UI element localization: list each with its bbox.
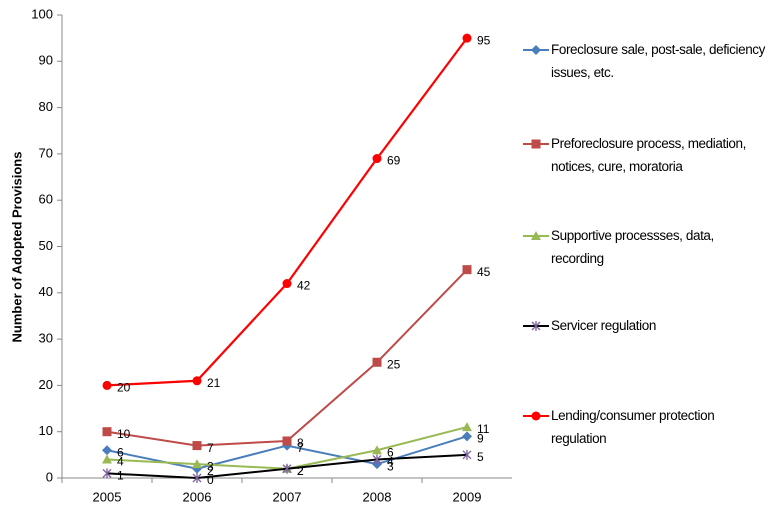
marker — [531, 139, 541, 149]
y-tick-label: 70 — [39, 145, 53, 160]
y-tick-label: 30 — [39, 331, 53, 346]
data-label: 7 — [297, 441, 304, 455]
legend-swatch — [523, 45, 549, 55]
legend-entry: Servicer regulation — [523, 314, 768, 337]
legend-swatch — [523, 231, 549, 240]
legend-entry: Preforeclosure process, mediation, notic… — [523, 132, 768, 178]
data-label: 4 — [117, 455, 124, 469]
y-tick-label: 100 — [31, 6, 53, 21]
data-label: 45 — [477, 265, 491, 279]
data-label: 5 — [477, 450, 484, 464]
y-tick-label: 60 — [39, 192, 53, 207]
marker — [282, 279, 292, 289]
legend-label: Lending/consumer protection regulation — [551, 408, 715, 446]
x-tick-label: 2008 — [363, 489, 392, 504]
marker — [462, 33, 472, 43]
legend-label: Servicer regulation — [551, 318, 656, 333]
legend-swatch — [523, 411, 549, 421]
y-tick-label: 90 — [39, 53, 53, 68]
x-tick-label: 2007 — [273, 489, 302, 504]
x-tick-label: 2005 — [93, 489, 122, 504]
legend-label: Preforeclosure process, mediation, notic… — [551, 136, 746, 174]
marker — [372, 357, 382, 367]
data-label: 25 — [387, 357, 401, 371]
data-label: 69 — [387, 154, 401, 168]
legend-entry: Foreclosure sale, post-sale, deficiency … — [523, 38, 768, 84]
data-label: 7 — [207, 441, 214, 455]
data-label: 10 — [117, 427, 131, 441]
y-tick-label: 20 — [39, 377, 53, 392]
x-tick-label: 2006 — [183, 489, 212, 504]
marker — [372, 154, 382, 164]
marker — [462, 449, 472, 460]
marker — [102, 454, 112, 464]
data-label: 4 — [387, 455, 394, 469]
marker — [531, 411, 541, 421]
data-label: 3 — [387, 459, 394, 473]
marker — [372, 445, 382, 455]
marker — [192, 459, 202, 469]
y-tick-label: 0 — [46, 469, 53, 484]
legend-entry: Supportive processses, data, recording — [523, 224, 768, 270]
y-tick-label: 10 — [39, 423, 53, 438]
marker — [102, 445, 112, 456]
data-label: 8 — [297, 436, 304, 450]
data-label: 6 — [117, 445, 124, 459]
legend-swatch — [523, 139, 549, 149]
marker — [192, 441, 202, 451]
data-label: 2 — [297, 464, 304, 478]
y-tick-label: 40 — [39, 284, 53, 299]
series-line — [106, 37, 468, 387]
marker — [282, 463, 292, 474]
y-tick-label: 50 — [39, 238, 53, 253]
data-label: 20 — [117, 381, 131, 395]
legend-label: Supportive processses, data, recording — [551, 228, 714, 266]
legend-swatch — [523, 321, 549, 331]
marker — [192, 473, 202, 483]
data-label: 6 — [387, 445, 394, 459]
marker — [192, 376, 202, 386]
data-label: 1 — [117, 469, 124, 483]
marker — [531, 45, 541, 55]
y-axis-label: Number of Adopted Provisions — [9, 152, 24, 343]
data-label: 95 — [477, 33, 491, 47]
marker — [531, 321, 541, 331]
data-label: 42 — [297, 279, 311, 293]
marker — [462, 422, 472, 432]
data-label: 2 — [297, 464, 304, 478]
data-label: 9 — [477, 432, 484, 446]
marker — [531, 231, 541, 240]
marker — [462, 265, 472, 275]
marker — [102, 427, 112, 437]
legend-entry: Lending/consumer protection regulation — [523, 404, 768, 450]
marker — [372, 454, 382, 465]
legend-label: Foreclosure sale, post-sale, deficiency … — [551, 42, 766, 80]
marker — [102, 468, 112, 479]
data-label: 11 — [477, 422, 490, 436]
marker — [282, 436, 292, 446]
data-label: 2 — [207, 464, 214, 478]
marker — [462, 431, 472, 442]
data-label: 0 — [207, 473, 214, 487]
x-tick-label: 2009 — [453, 489, 482, 504]
data-label: 3 — [207, 459, 214, 473]
series-line — [106, 268, 468, 447]
marker — [102, 380, 112, 390]
y-tick-label: 80 — [39, 99, 53, 114]
data-label: 21 — [207, 376, 221, 390]
